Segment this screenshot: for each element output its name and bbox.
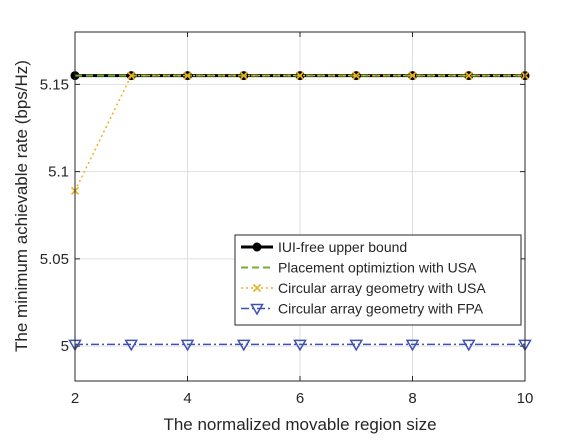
y-tick-label: 5 — [61, 338, 69, 355]
legend-label: Circular array geometry with USA — [278, 280, 486, 296]
data-point — [464, 71, 473, 80]
data-point — [352, 71, 361, 80]
x-tick-label: 2 — [71, 390, 79, 407]
data-point — [295, 71, 305, 80]
legend-box — [234, 234, 522, 326]
data-point — [405, 339, 420, 352]
legend-entry: Circular array geometry with USA — [241, 280, 486, 296]
legend-label: Circular array geometry with FPA — [278, 301, 484, 317]
legend-marker — [252, 242, 262, 252]
x-tick-label: 6 — [296, 390, 304, 407]
data-point — [408, 71, 417, 80]
data-point — [124, 339, 139, 352]
data-point — [293, 339, 307, 352]
legend: IUI-free upper bound Placement optimiztio… — [234, 234, 522, 326]
series-circular-array-geometry-with-fpa — [68, 339, 532, 352]
x-tick-label: 10 — [517, 390, 534, 407]
axis-ticks: 2 4 6 8 10 5 5.05 5.1 5.15 — [40, 32, 534, 407]
legend-entry: Placement optimiztion with USA — [241, 260, 477, 276]
data-point — [461, 339, 476, 352]
data-point — [127, 71, 136, 80]
x-tick-label: 4 — [183, 390, 191, 407]
legend-entry: Circular array geometry with FPA — [241, 301, 484, 317]
data-point — [239, 71, 248, 80]
data-point — [236, 339, 251, 352]
legend-marker — [250, 303, 264, 316]
data-point — [349, 339, 364, 352]
y-tick-label: 5.1 — [48, 164, 69, 181]
x-axis-label: The normalized movable region size — [163, 415, 436, 434]
y-axis-label: The minimum achievable rate (bps/Hz) — [12, 60, 31, 352]
data-point — [180, 339, 195, 352]
legend-marker — [252, 283, 262, 293]
series-layer — [68, 71, 532, 352]
y-tick-label: 5.05 — [40, 251, 69, 268]
x-tick-label: 8 — [408, 390, 416, 407]
legend-label: Placement optimiztion with USA — [278, 260, 477, 276]
legend-label: IUI-free upper bound — [278, 239, 407, 255]
y-tick-label: 5.15 — [40, 76, 69, 93]
data-point — [183, 71, 192, 80]
legend-entry: IUI-free upper bound — [241, 239, 407, 255]
series-circular-array-geometry-with-usa — [70, 71, 530, 195]
